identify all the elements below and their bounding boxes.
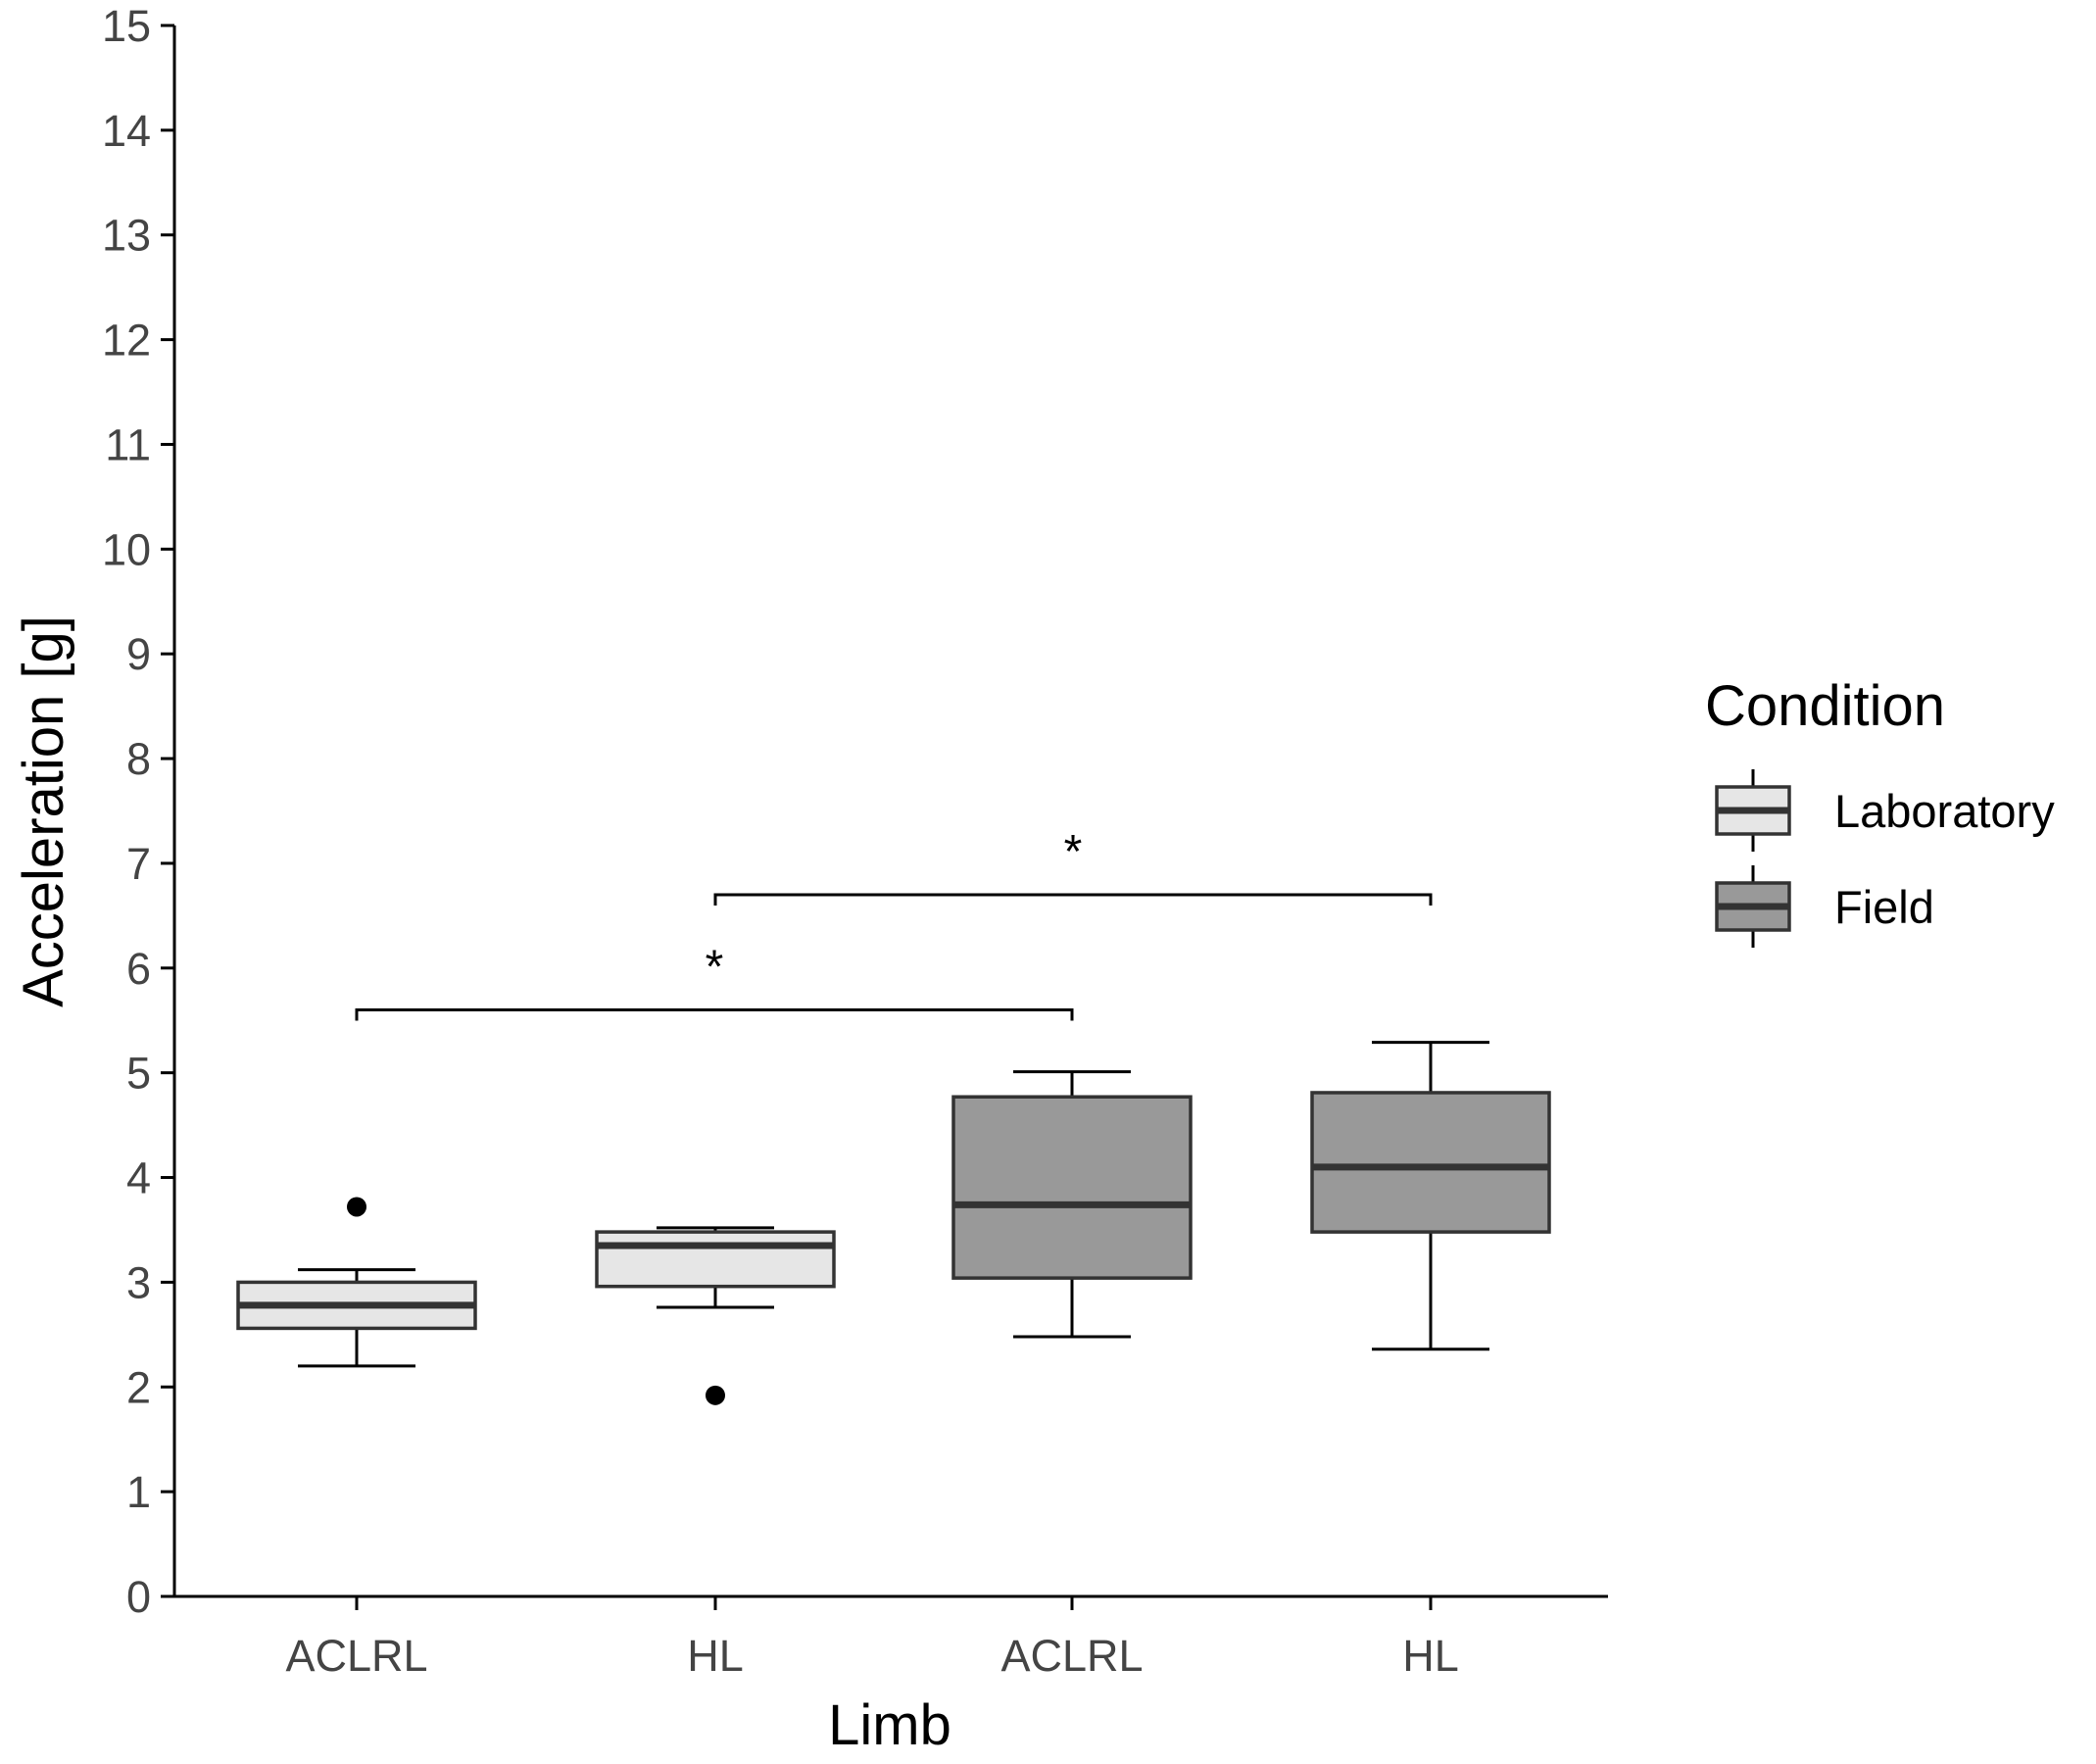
x-tick-label: HL bbox=[1402, 1631, 1459, 1681]
significance-bracket bbox=[355, 1008, 1074, 1021]
legend-label: Laboratory bbox=[1834, 785, 2055, 837]
legend-entry: Laboratory bbox=[1715, 769, 2055, 852]
iqr-box bbox=[951, 1095, 1193, 1280]
iqr-box bbox=[1310, 1091, 1551, 1234]
legend: Condition Laboratory Field bbox=[1705, 674, 2055, 948]
y-tick-label: 4 bbox=[126, 1153, 151, 1203]
y-tick-label: 1 bbox=[126, 1467, 151, 1517]
box-4 bbox=[1310, 1041, 1551, 1351]
y-tick-label: 2 bbox=[126, 1362, 151, 1412]
y-tick-label: 6 bbox=[126, 944, 151, 994]
outlier-point bbox=[706, 1385, 725, 1405]
y-tick-label: 5 bbox=[126, 1049, 151, 1099]
outlier-point bbox=[347, 1197, 366, 1217]
x-axis-title: Limb bbox=[828, 1693, 951, 1757]
iqr-box bbox=[595, 1230, 836, 1289]
y-tick-label: 7 bbox=[126, 839, 151, 889]
legend-entry: Field bbox=[1715, 865, 1934, 948]
x-tick-label: HL bbox=[687, 1631, 744, 1681]
y-tick-label: 10 bbox=[102, 524, 151, 574]
y-tick-label: 15 bbox=[102, 1, 151, 51]
box-3 bbox=[951, 1070, 1193, 1339]
box-2 bbox=[595, 1226, 836, 1405]
legend-label: Field bbox=[1834, 881, 1934, 933]
significance-star: * bbox=[706, 942, 724, 994]
significance-bracket bbox=[713, 893, 1433, 906]
y-tick-label: 11 bbox=[105, 419, 151, 469]
y-tick-label: 3 bbox=[126, 1257, 151, 1307]
y-tick-label: 8 bbox=[126, 734, 151, 784]
y-axis-title: Acceleration [g] bbox=[12, 615, 75, 1007]
significance-star: * bbox=[1064, 826, 1083, 878]
x-tick-label: ACLRL bbox=[285, 1631, 427, 1681]
box-1 bbox=[236, 1197, 477, 1368]
y-tick-label: 0 bbox=[126, 1572, 151, 1622]
y-tick-label: 14 bbox=[102, 106, 151, 156]
legend-title: Condition bbox=[1705, 674, 1945, 738]
y-tick-label: 9 bbox=[126, 629, 151, 679]
y-tick-label: 13 bbox=[102, 211, 151, 261]
x-tick-label: ACLRL bbox=[1000, 1631, 1143, 1681]
y-tick-label: 12 bbox=[102, 316, 151, 366]
